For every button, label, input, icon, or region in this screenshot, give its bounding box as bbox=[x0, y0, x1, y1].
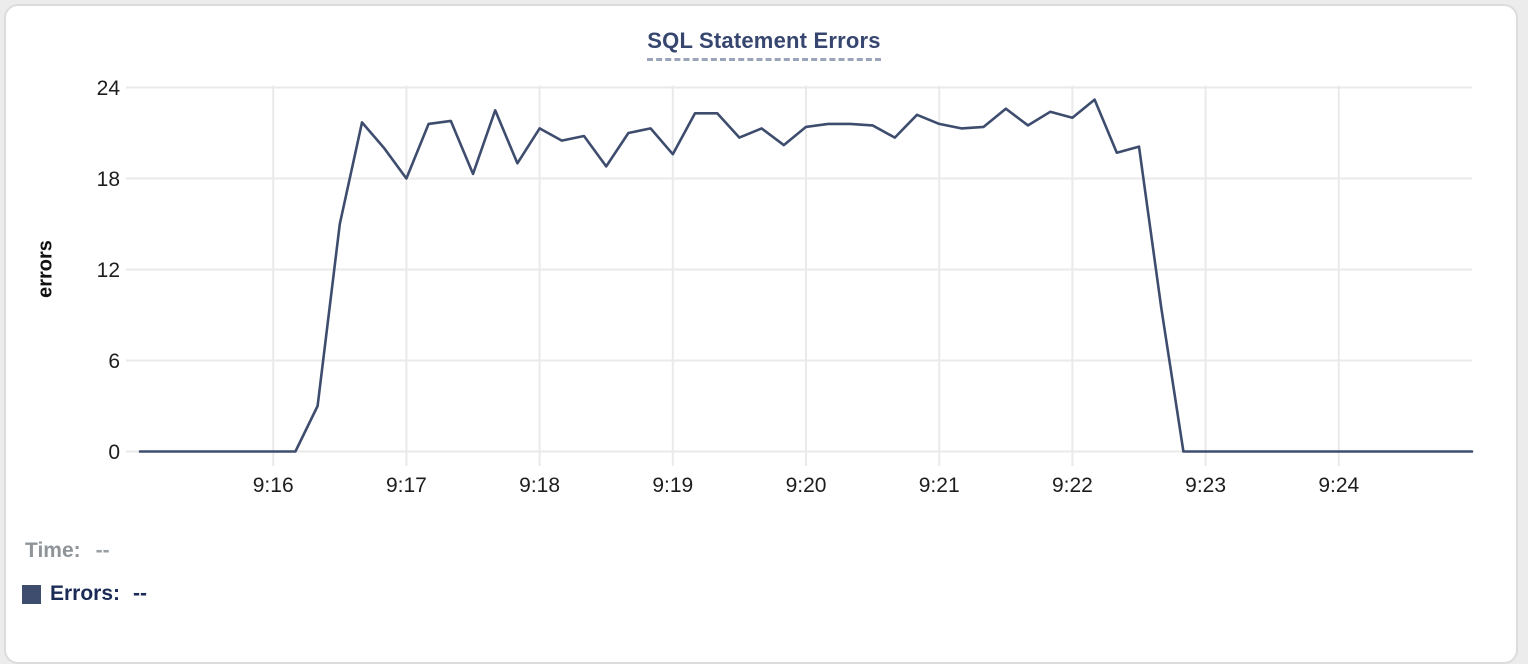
x-tick-label-9-19: 9:19 bbox=[652, 474, 693, 497]
y-tick-label-6: 6 bbox=[108, 350, 120, 373]
errors-line-chart-plot-area[interactable]: 0 6 12 18 24 9:16 9:17 9:18 9:19 9:20 9:21 9:22 9:23… bbox=[0, 0, 1528, 505]
y-tick-label-12: 12 bbox=[97, 259, 120, 282]
time-label: Time: bbox=[25, 539, 81, 562]
errors-series-line bbox=[138, 98, 1474, 453]
y-axis-label: errors bbox=[34, 240, 57, 298]
errors-value: -- bbox=[133, 582, 148, 605]
time-value: -- bbox=[95, 539, 110, 562]
errors-label: Errors: bbox=[50, 582, 121, 605]
x-tick-label-9-16: 9:16 bbox=[253, 474, 294, 497]
y-tick-label-18: 18 bbox=[97, 168, 120, 191]
x-tick-label-9-21: 9:21 bbox=[919, 474, 960, 497]
x-tick-label-9-23: 9:23 bbox=[1185, 474, 1226, 497]
x-tick-label-9-17: 9:17 bbox=[386, 474, 427, 497]
errors-series-swatch-icon bbox=[22, 584, 41, 604]
readout-time-row: Time: -- bbox=[25, 540, 110, 562]
x-tick-label-9-24: 9:24 bbox=[1318, 474, 1359, 497]
x-tick-label-9-22: 9:22 bbox=[1052, 474, 1093, 497]
y-tick-label-24: 24 bbox=[97, 77, 121, 100]
y-tick-label-0: 0 bbox=[108, 441, 120, 464]
readout-errors-row: Errors: -- bbox=[22, 583, 147, 605]
chart-card bbox=[4, 4, 1518, 664]
x-tick-label-9-18: 9:18 bbox=[519, 474, 560, 497]
chart-title[interactable]: SQL Statement Errors bbox=[647, 28, 881, 61]
x-tick-label-9-20: 9:20 bbox=[786, 474, 827, 497]
chart-header: SQL Statement Errors bbox=[0, 28, 1528, 61]
